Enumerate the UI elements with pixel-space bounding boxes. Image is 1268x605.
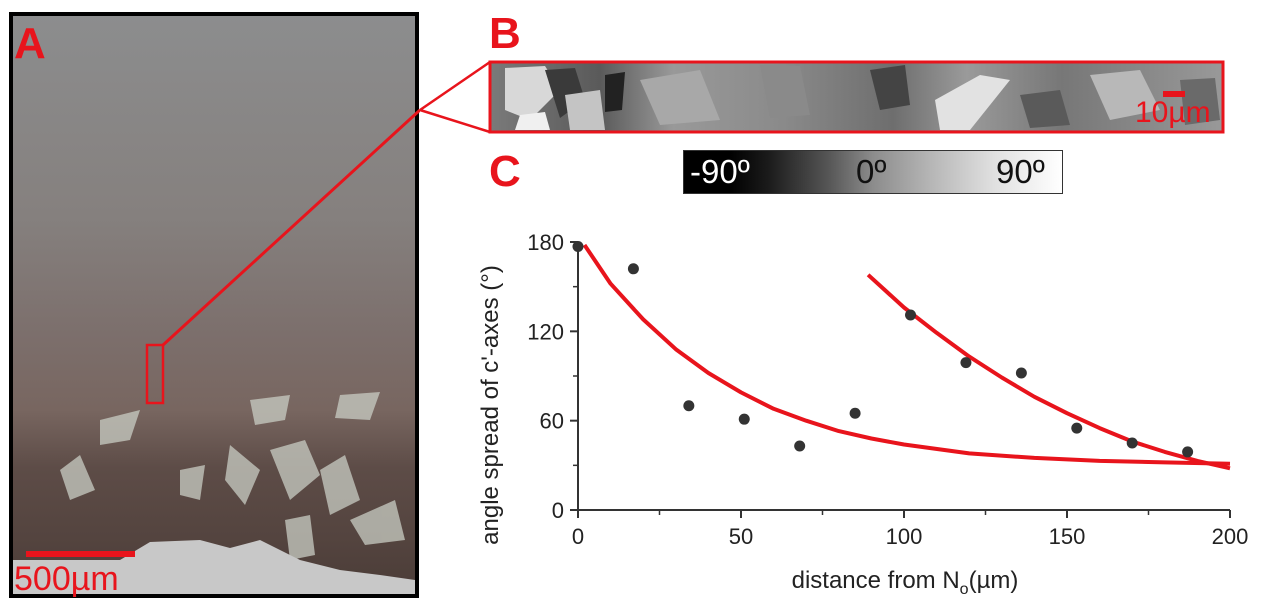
data-point (738, 413, 750, 425)
y-axis-title: angle spread of c'-axes (°) (477, 265, 504, 545)
colorbar-label-max: 90º (996, 153, 1045, 190)
y-tick-label: 60 (540, 409, 564, 434)
x-axis-title: distance from No(µm) (792, 567, 1019, 598)
colorbar-label-min: -90º (690, 153, 750, 190)
micrograph-scalebar (26, 551, 135, 557)
x-tick-label: 100 (886, 524, 923, 549)
x-axis-title-unit: (µm) (969, 567, 1019, 594)
data-point (627, 263, 639, 275)
micrograph-edge (13, 540, 415, 594)
data-point (1071, 422, 1083, 434)
x-tick-label: 0 (572, 524, 584, 549)
data-point (1015, 367, 1027, 379)
data-point (960, 357, 972, 369)
x-axis-title-sub: o (960, 581, 969, 598)
x-tick-label: 50 (729, 524, 753, 549)
y-tick-label: 120 (527, 319, 564, 344)
ebsd-scalebar-label: 10µm (1135, 96, 1211, 129)
data-point (572, 240, 584, 252)
fit-curve-2 (866, 273, 1231, 471)
x-tick-label: 200 (1212, 524, 1249, 549)
y-tick-label: 180 (527, 230, 564, 255)
ebsd-grains (505, 65, 1220, 130)
micrograph-panel (9, 12, 420, 598)
y-tick-label: 0 (552, 498, 564, 523)
x-tick-label: 150 (1049, 524, 1086, 549)
ebsd-panel (419, 60, 1225, 134)
panel-label-c: C (489, 147, 521, 196)
data-point (1182, 446, 1194, 458)
connector-line-lower (419, 108, 491, 134)
x-axis-title-main: distance from N (792, 567, 960, 594)
micrograph-scalebar-label: 500µm (14, 560, 119, 598)
panel-label-a: A (14, 19, 46, 68)
orientation-colorbar: -90º 0º 90º (683, 150, 1063, 194)
roi-box (145, 343, 165, 405)
data-point (1126, 437, 1138, 449)
colorbar-label-mid: 0º (856, 153, 887, 190)
data-point (905, 309, 917, 321)
data-point (683, 400, 695, 412)
fit-curve-1 (582, 243, 1231, 466)
connector-line-top (161, 108, 420, 347)
connector-line-upper (419, 60, 491, 112)
micrograph-crystals (60, 392, 405, 560)
panel-label-b: B (489, 9, 521, 58)
data-point (849, 407, 861, 419)
ebsd-map-frame (488, 60, 1225, 134)
data-point (794, 440, 806, 452)
ebsd-scalebar (1163, 91, 1185, 97)
